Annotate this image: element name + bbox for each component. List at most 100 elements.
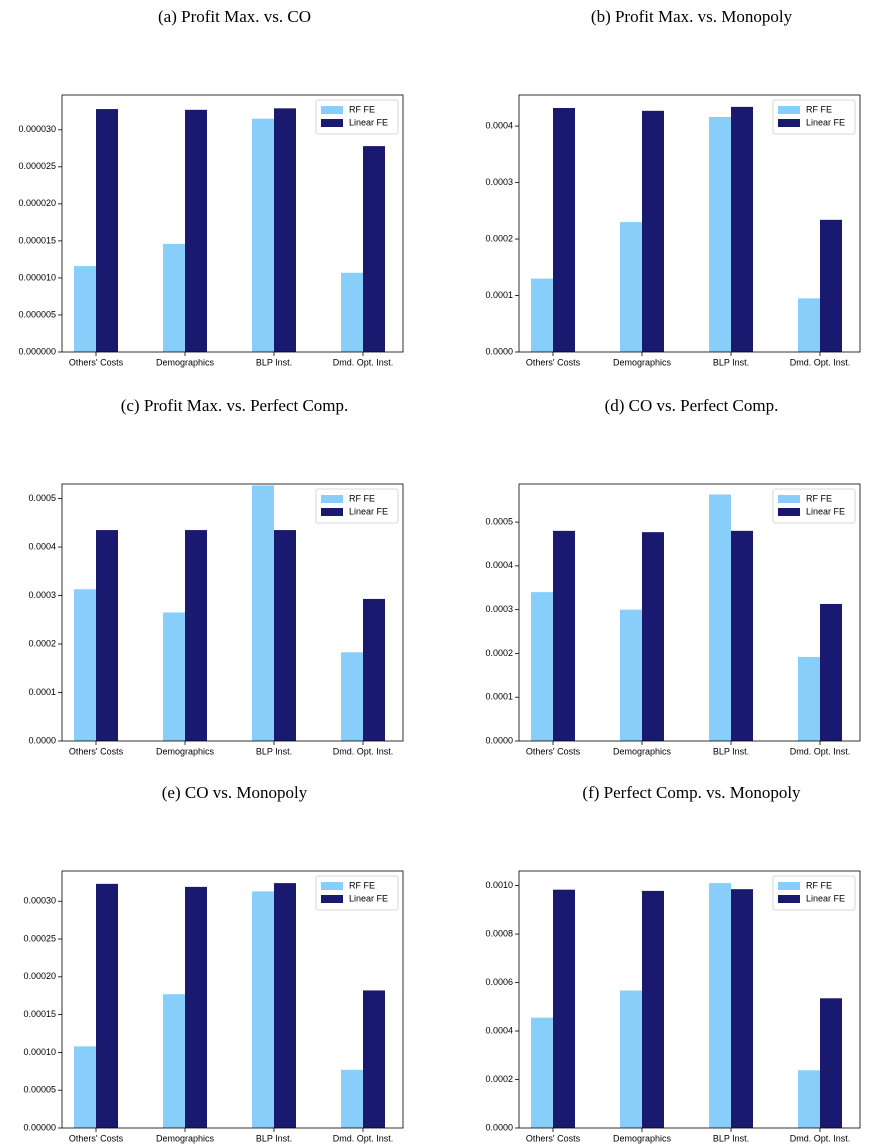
bar [96, 530, 118, 741]
panel-title: (f) Perfect Comp. vs. Monopoly [582, 783, 801, 802]
y-tick-label: 0.0000 [485, 1122, 513, 1132]
y-tick-label: 0.0000 [485, 735, 513, 745]
bar [642, 890, 664, 1128]
bar [620, 222, 642, 352]
x-tick-label: Others' Costs [69, 1133, 124, 1143]
y-tick-label: 0.00020 [23, 971, 56, 981]
panel: (a) Profit Max. vs. CO 0.000000 0.000005 0.… [18, 7, 404, 367]
legend-swatch [321, 106, 343, 114]
bar [74, 589, 96, 741]
bar [798, 1070, 820, 1128]
legend-label: RF FE [806, 104, 832, 114]
y-tick-label: 0.000025 [18, 161, 56, 171]
bar [798, 298, 820, 352]
y-tick-label: 0.0000 [28, 735, 56, 745]
y-tick-label: 0.0004 [28, 541, 56, 551]
x-tick-label: Dmd. Opt. Inst. [790, 1133, 851, 1143]
x-tick-label: Demographics [613, 357, 672, 367]
bar [553, 107, 575, 352]
legend-swatch [321, 895, 343, 903]
bar [642, 532, 664, 741]
panel: (f) Perfect Comp. vs. Monopoly 0.0000 0.00… [485, 783, 861, 1143]
legend-label: Linear FE [349, 506, 388, 516]
bar [731, 530, 753, 741]
legend-swatch [778, 106, 800, 114]
y-tick-label: 0.0005 [28, 493, 56, 503]
y-tick-label: 0.0000 [485, 346, 513, 356]
bar [252, 118, 274, 352]
bar [341, 272, 363, 352]
y-tick-label: 0.00015 [23, 1009, 56, 1019]
panel-title: (c) Profit Max. vs. Perfect Comp. [121, 396, 349, 415]
legend-label: RF FE [806, 880, 832, 890]
bar [74, 1046, 96, 1128]
y-tick-label: 0.000000 [18, 346, 56, 356]
x-tick-label: Others' Costs [69, 357, 124, 367]
x-tick-label: Demographics [156, 1133, 215, 1143]
legend-swatch [778, 882, 800, 890]
x-tick-label: BLP Inst. [713, 1133, 749, 1143]
bar [74, 266, 96, 352]
bar [620, 609, 642, 741]
axes-frame [61, 483, 404, 742]
panel: (c) Profit Max. vs. Perfect Comp. 0.0000 0… [28, 396, 404, 756]
legend-swatch [778, 119, 800, 127]
bar [709, 117, 731, 353]
y-tick-label: 0.000015 [18, 235, 56, 245]
legend-swatch [778, 895, 800, 903]
bar [163, 243, 185, 352]
bar [185, 530, 207, 741]
x-tick-label: Demographics [156, 746, 215, 756]
bar [820, 603, 842, 741]
x-tick-label: BLP Inst. [713, 357, 749, 367]
y-tick-label: 0.0001 [28, 687, 56, 697]
bar [252, 485, 274, 741]
legend-label: RF FE [806, 493, 832, 503]
x-tick-label: Others' Costs [526, 357, 581, 367]
y-tick-label: 0.00025 [23, 933, 56, 943]
y-tick-label: 0.00010 [23, 1047, 56, 1057]
bar [531, 592, 553, 741]
panel-title: (a) Profit Max. vs. CO [158, 7, 311, 26]
bar [820, 998, 842, 1128]
x-tick-label: Others' Costs [526, 1133, 581, 1143]
y-tick-label: 0.000030 [18, 124, 56, 134]
y-tick-label: 0.000005 [18, 309, 56, 319]
x-tick-label: BLP Inst. [256, 357, 292, 367]
bar [363, 990, 385, 1128]
panel: (d) CO vs. Perfect Comp. 0.0000 0.0001 0.00… [485, 396, 861, 756]
bar [709, 494, 731, 741]
bar [363, 146, 385, 352]
legend-label: RF FE [349, 880, 375, 890]
bar [274, 530, 296, 741]
bar [163, 612, 185, 741]
x-tick-label: BLP Inst. [256, 1133, 292, 1143]
bar [731, 889, 753, 1128]
x-tick-label: Dmd. Opt. Inst. [333, 357, 394, 367]
y-tick-label: 0.000020 [18, 198, 56, 208]
bar [185, 886, 207, 1128]
x-tick-label: Demographics [156, 357, 215, 367]
y-tick-label: 0.0003 [485, 604, 513, 614]
axes-frame [518, 94, 861, 353]
axes-frame [518, 870, 861, 1129]
x-tick-label: Others' Costs [526, 746, 581, 756]
bar [531, 278, 553, 352]
y-tick-label: 0.0002 [28, 638, 56, 648]
legend-swatch [321, 119, 343, 127]
y-tick-label: 0.0004 [485, 120, 513, 130]
panel-title: (b) Profit Max. vs. Monopoly [591, 7, 793, 26]
y-tick-label: 0.0004 [485, 1025, 513, 1035]
panel: (e) CO vs. Monopoly 0.00000 0.00005 0.00010… [23, 783, 404, 1143]
bar [274, 883, 296, 1128]
legend-swatch [321, 495, 343, 503]
bar [531, 1017, 553, 1128]
y-tick-label: 0.0003 [485, 177, 513, 187]
bar [820, 219, 842, 352]
x-tick-label: Dmd. Opt. Inst. [333, 746, 394, 756]
bar [341, 1069, 363, 1128]
bar [252, 891, 274, 1128]
y-tick-label: 0.0001 [485, 692, 513, 702]
x-tick-label: Others' Costs [69, 746, 124, 756]
